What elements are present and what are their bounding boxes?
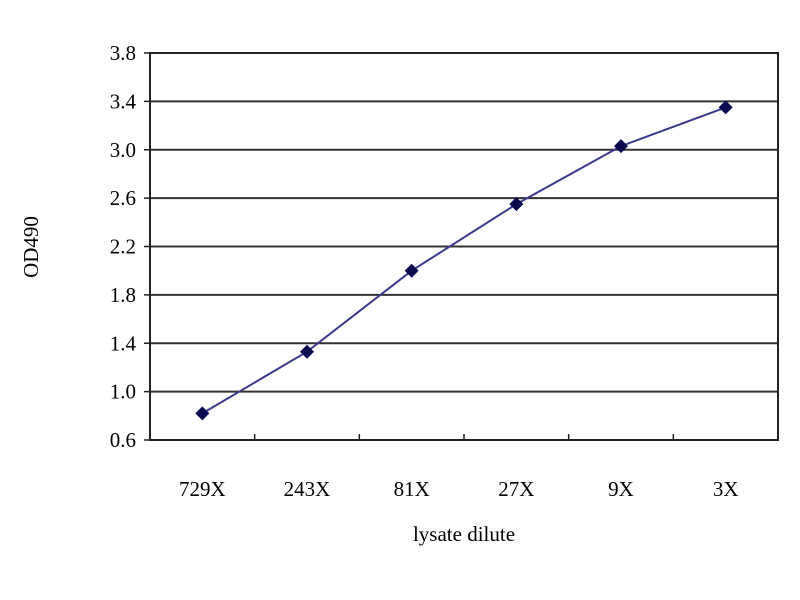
y-tick-label: 3.8: [110, 41, 136, 65]
data-point-marker: [509, 197, 524, 212]
x-axis-ticks: 729X 243X 81X 27X 9X 3X: [179, 434, 739, 501]
y-tick-label: 1.4: [110, 331, 137, 355]
x-axis-title: lysate dilute: [413, 522, 515, 546]
y-axis-title: OD490: [19, 216, 43, 278]
gridlines: [150, 100, 778, 393]
x-tick-label: 729X: [179, 477, 226, 501]
data-point-marker: [195, 406, 210, 421]
y-tick-label: 1.8: [110, 283, 136, 307]
x-tick-label: 3X: [713, 477, 739, 501]
y-axis-ticks: 0.6 1.0 1.4 1.8 2.2 2.6 3.0 3.4 3.8: [110, 41, 150, 452]
series-line: [201, 106, 727, 415]
x-tick-label: 27X: [498, 477, 534, 501]
y-tick-label: 3.4: [110, 89, 137, 113]
x-tick-label: 9X: [608, 477, 634, 501]
y-tick-label: 1.0: [110, 380, 136, 404]
data-point-marker: [718, 100, 733, 115]
x-tick-label: 243X: [284, 477, 331, 501]
x-tick-label: 81X: [394, 477, 430, 501]
y-tick-label: 2.6: [110, 186, 136, 210]
series: [195, 100, 733, 421]
data-point-marker: [404, 263, 419, 278]
y-tick-label: 3.0: [110, 138, 136, 162]
data-point-marker: [300, 344, 314, 359]
data-point-marker: [614, 139, 628, 154]
y-tick-label: 2.2: [110, 235, 136, 259]
y-tick-label: 0.6: [110, 428, 136, 452]
